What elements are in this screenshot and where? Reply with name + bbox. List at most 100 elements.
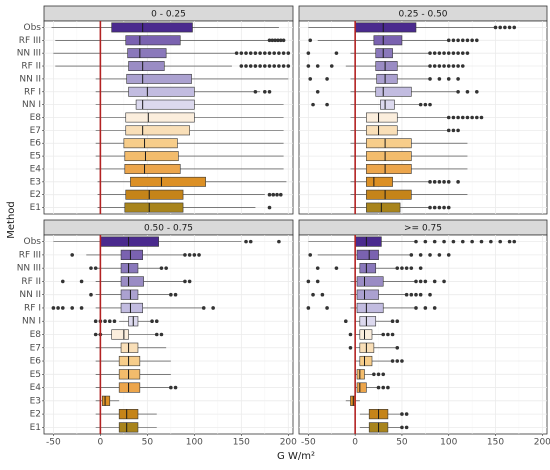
outlier-point	[395, 345, 400, 350]
panel-title: 0.50 - 0.75	[144, 224, 193, 234]
outlier-point	[442, 205, 446, 210]
box-e1	[366, 202, 401, 213]
outlier-point	[479, 239, 484, 244]
outlier-point	[278, 38, 283, 43]
outlier-point	[311, 292, 315, 297]
x-tick-label: 150	[233, 438, 250, 448]
box-e1	[124, 202, 184, 213]
outlier-point	[325, 102, 329, 107]
outlier-point	[432, 306, 437, 310]
outlier-point	[253, 64, 258, 68]
y-tick-label: E7	[30, 126, 41, 136]
y-tick-label: RF III	[19, 250, 41, 260]
outlier-point	[306, 306, 311, 310]
outlier-point	[456, 180, 460, 184]
outlier-point	[460, 64, 465, 68]
x-tick-label: 150	[487, 438, 504, 448]
outlier-point	[442, 180, 446, 184]
box-rf-ii	[120, 276, 144, 287]
box-nn-ii	[126, 73, 192, 84]
outlier-point	[286, 51, 291, 55]
x-tick-label: 0	[98, 438, 104, 448]
outlier-point	[159, 266, 164, 270]
outlier-point	[404, 292, 409, 297]
outlier-point	[418, 102, 423, 107]
outlier-point	[164, 266, 168, 270]
outlier-point	[244, 51, 248, 55]
outlier-point	[512, 239, 517, 244]
panel-title: 0 - 0.25	[151, 10, 186, 20]
outlier-point	[414, 292, 418, 297]
outlier-point	[272, 64, 277, 68]
outlier-point	[451, 51, 456, 55]
box-e6	[118, 355, 141, 367]
outlier-point	[173, 292, 178, 297]
outlier-point	[306, 51, 311, 55]
outlier-point	[281, 64, 286, 68]
y-tick-label: NN I	[22, 317, 41, 327]
outlier-point	[183, 279, 187, 284]
outlier-point	[418, 279, 423, 284]
outlier-point	[270, 38, 275, 43]
box-e3	[101, 395, 111, 406]
outlier-point	[465, 89, 470, 94]
box-e2	[366, 189, 412, 200]
outlier-point	[348, 332, 353, 337]
outlier-point	[192, 253, 197, 257]
outlier-point	[428, 205, 432, 210]
y-tick-label: RF I	[24, 303, 41, 313]
y-tick-label: NN III	[17, 264, 41, 274]
outlier-point	[112, 319, 117, 324]
outlier-point	[423, 306, 428, 310]
outlier-point	[211, 306, 215, 310]
outlier-point	[432, 205, 437, 210]
outlier-point	[93, 332, 98, 337]
outlier-point	[343, 319, 348, 324]
outlier-point	[475, 89, 479, 94]
box-e5	[356, 369, 365, 380]
outlier-point	[409, 266, 414, 270]
outlier-point	[267, 205, 272, 210]
y-tick-label: NN III	[17, 49, 41, 59]
outlier-point	[267, 89, 272, 94]
y-tick-label: E4	[30, 164, 42, 174]
y-tick-label: E5	[30, 370, 41, 380]
outlier-point	[479, 115, 484, 120]
box-e6	[359, 355, 373, 367]
outlier-point	[418, 292, 423, 297]
outlier-point	[451, 38, 456, 43]
box-nn-ii	[356, 289, 379, 300]
outlier-point	[432, 180, 437, 184]
y-tick-label: E8	[30, 330, 42, 340]
outlier-point	[308, 253, 313, 257]
outlier-point	[442, 279, 446, 284]
outlier-point	[381, 385, 386, 390]
box-e8	[125, 112, 195, 123]
outlier-point	[475, 115, 479, 120]
box-rf-ii	[356, 276, 384, 287]
outlier-point	[244, 239, 248, 244]
outlier-point	[376, 372, 381, 377]
outlier-point	[234, 51, 239, 55]
outlier-point	[93, 319, 98, 324]
outlier-point	[79, 306, 84, 310]
y-tick-label: E7	[30, 343, 41, 353]
outlier-point	[278, 192, 283, 197]
outlier-point	[51, 306, 56, 310]
outlier-point	[442, 239, 446, 244]
y-tick-label: NN II	[19, 290, 41, 300]
outlier-point	[395, 266, 400, 270]
box-e2	[125, 189, 184, 200]
outlier-point	[446, 128, 451, 133]
y-tick-label: E3	[30, 177, 41, 187]
outlier-point	[320, 292, 325, 297]
outlier-point	[507, 25, 512, 30]
outlier-point	[315, 266, 320, 270]
y-tick-label: RF III	[19, 36, 41, 46]
outlier-point	[107, 319, 112, 324]
box-e7	[120, 342, 139, 353]
x-tick-label: -50	[301, 438, 316, 448]
outlier-point	[395, 359, 400, 363]
outlier-point	[315, 279, 320, 284]
outlier-point	[423, 279, 428, 284]
